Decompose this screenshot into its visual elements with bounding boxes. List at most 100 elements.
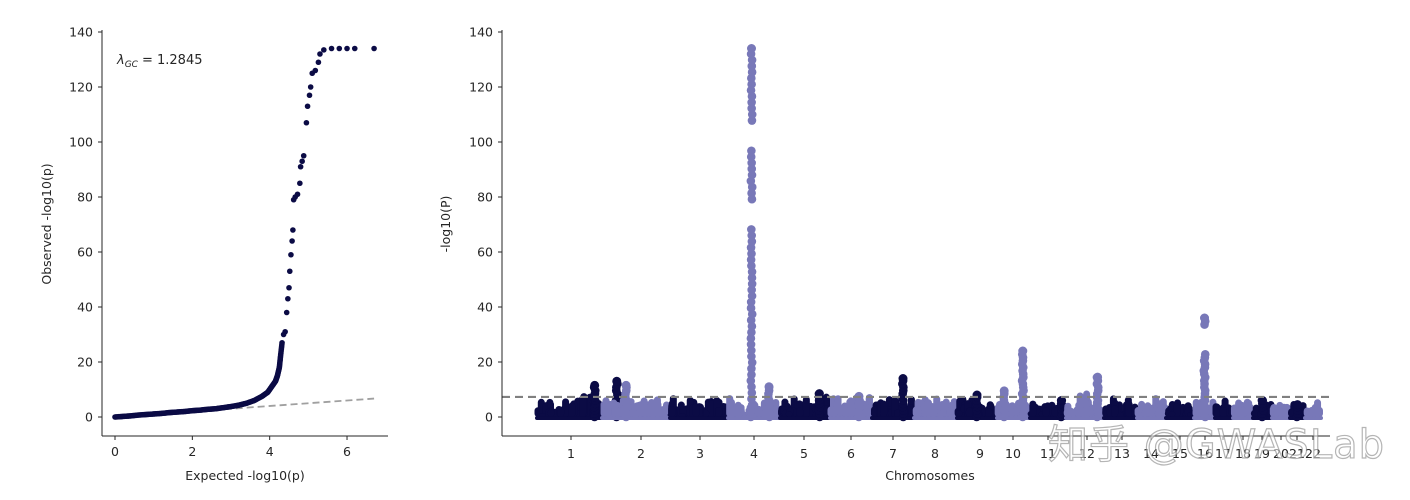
snp-point [747,370,756,379]
qq-point [297,180,303,187]
snp-point [747,116,757,125]
snp-point [747,170,757,180]
snp-point [747,98,756,107]
qq-y-tick-label: 140 [69,25,93,40]
lambda-symbol: λ [116,53,125,68]
manhattan-y-tick-label: 40 [477,300,493,315]
snp-point [747,79,756,89]
lambda-subscript: GC [125,60,139,70]
chromosome-tick-label: 20 [1273,446,1289,461]
snp-point [747,104,756,113]
qq-point [282,328,288,335]
qq-point [283,309,290,316]
snp-point [747,67,757,77]
snp-point [747,194,757,204]
qq-point [307,84,314,90]
chromosome-tick-label: 22 [1305,446,1321,461]
qq-x-tick-label: 6 [343,444,351,459]
chromosome-tick-label: 18 [1235,446,1251,461]
manhattan-y-axis-label: -log10(P) [438,196,453,253]
chromosome-tick-label: 21 [1289,446,1305,461]
qq-point [315,59,322,66]
chromosome-tick-label: 7 [889,446,897,461]
chromosome-tick-label: 1 [567,446,575,461]
manhattan-y-tick-label: 100 [469,135,493,150]
chromosome-tick-label: 8 [931,446,939,461]
qq-point [279,339,285,346]
snp-point [747,225,756,234]
manhattan-y-tick-label: 60 [477,245,493,260]
qq-axes: 0 20 40 60 80 100 120 140 0 2 4 6 [69,25,388,459]
snp-point [747,388,757,398]
qq-point [321,47,327,53]
qq-point [351,45,358,52]
snp-point [747,146,756,156]
qq-x-tick-label: 4 [266,444,274,459]
qq-y-tick-label: 0 [85,410,93,425]
snp-point [747,279,757,289]
qq-point [336,45,343,52]
qq-point [286,284,292,291]
qq-point [303,119,310,126]
qq-point [297,163,304,170]
lambda-value: = 1.2845 [142,53,203,68]
chromosome-tick-label: 10 [1005,446,1021,461]
snp-point [747,164,757,174]
chromosome-tick-label: 12 [1079,446,1095,461]
chromosome-tick-label: 3 [696,446,704,461]
qq-x-axis-label: Expected -log10(p) [185,468,304,483]
chromosome-tick-label: 19 [1254,446,1270,461]
qq-point [289,238,295,244]
lambda-annotation: λGC = 1.2845 [116,53,202,70]
snp-point [747,237,757,246]
qq-point [304,103,311,110]
qq-y-tick-label: 120 [69,80,93,95]
manhattan-y-tick-label: 20 [477,355,493,370]
qq-y-tick-label: 40 [77,300,93,315]
qq-point [344,45,350,52]
qq-x-tick-label: 0 [111,444,119,459]
chromosome-tick-label: 13 [1114,446,1130,461]
qq-point [317,51,323,57]
qq-plot: 0 20 40 60 80 100 120 140 0 2 4 6 λGC = 1.2845 Expec… [39,25,388,483]
qq-point [328,45,335,52]
snp-point [746,303,756,313]
chromosome-tick-label: 2 [637,446,645,461]
snp-point [746,152,756,162]
qq-point [294,191,301,198]
qq-y-tick-label: 60 [77,245,93,260]
snp-point [747,352,756,361]
chromosome-tick-label: 15 [1172,446,1188,461]
chromosome-tick-label: 11 [1040,446,1056,461]
snp-point [747,346,756,355]
qq-point [286,268,293,275]
qq-y-axis-label: Observed -log10(p) [39,163,54,284]
snp-point [747,61,757,71]
manhattan-y-tick-label: 140 [469,25,493,40]
manhattan-x-axis-label: Chromosomes [885,468,975,483]
qq-y-tick-label: 80 [77,190,93,205]
snp-point [746,340,756,349]
qq-point [299,158,305,165]
qq-point [290,227,296,233]
qq-points [112,45,377,420]
chromosome-tick-label: 9 [976,446,984,461]
manhattan-y-tick-label: 120 [469,80,493,95]
snp-point [747,261,756,271]
manhattan-points [534,44,1323,422]
manhattan-y-tick-label: 0 [485,410,493,425]
qq-point [288,251,294,258]
snp-point [747,273,757,283]
manhattan-y-tick-label: 80 [477,190,493,205]
chromosome-tick-label: 16 [1197,446,1213,461]
chromosome-tick-label: 14 [1143,446,1159,461]
qq-y-tick-label: 20 [77,355,93,370]
qq-point [300,152,307,159]
snp-point [1200,350,1210,359]
qq-point [306,92,313,99]
chromosome-tick-label: 5 [800,446,808,461]
chromosome-tick-label: 4 [750,446,758,461]
qq-point [285,295,291,302]
